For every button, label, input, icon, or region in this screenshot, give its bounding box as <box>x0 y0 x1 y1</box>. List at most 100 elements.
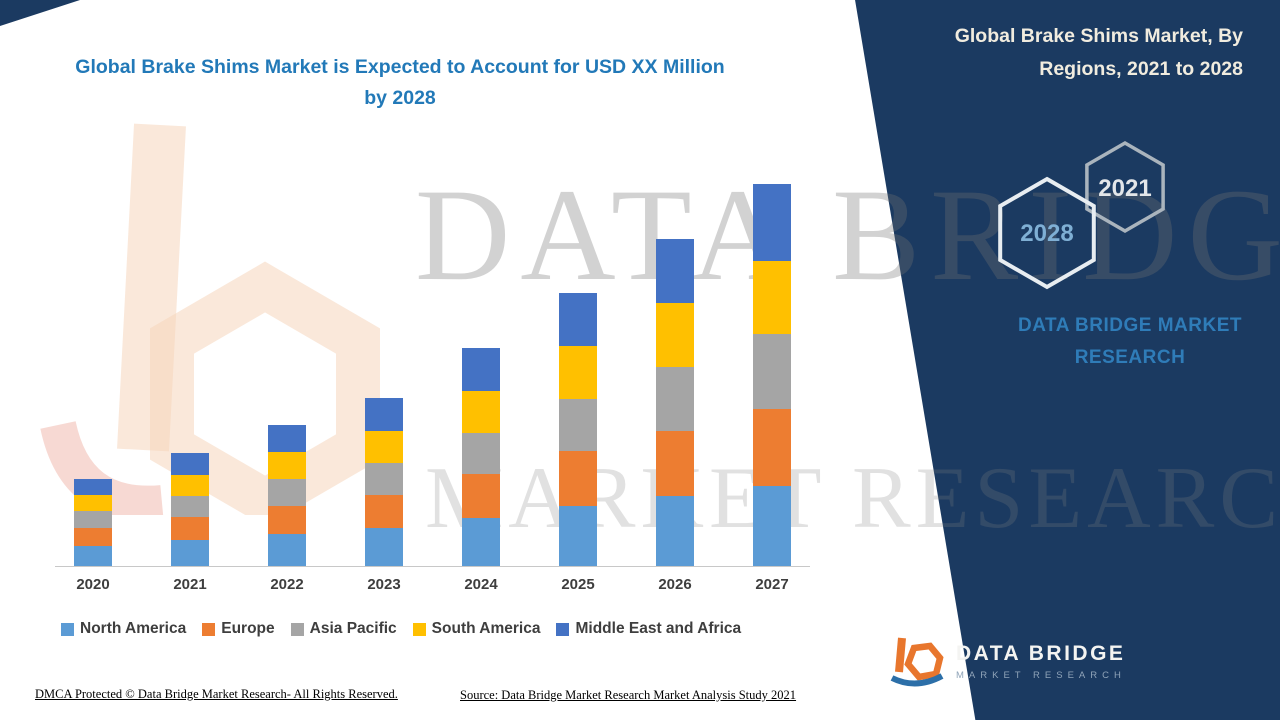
chart-main-title: Global Brake Shims Market is Expected to… <box>75 56 725 110</box>
x-axis-label-2025: 2025 <box>561 576 595 593</box>
hexagon-2021-label: 2021 <box>1098 175 1151 202</box>
year-hexagon-badges: 2021 2028 <box>998 140 1165 290</box>
bar-segment-2022 <box>268 506 306 534</box>
brand-wordmark-line1: DATA BRIDGE MARKET <box>1018 315 1242 336</box>
bar-segment-2023 <box>365 431 403 463</box>
bar-segment-2026 <box>656 367 694 431</box>
bar-segment-2021 <box>171 475 209 496</box>
bar-segment-2024 <box>462 348 500 391</box>
legend-label: South America <box>431 620 541 637</box>
bar-segment-2022 <box>268 425 306 452</box>
stacked-bar-2025 <box>559 293 597 566</box>
stacked-bar-2021 <box>171 453 209 566</box>
brand-wordmark: DATA BRIDGE MARKET RESEARCH <box>990 310 1270 375</box>
bar-segment-2022 <box>268 479 306 506</box>
legend-swatch <box>202 622 216 636</box>
source-note: Source: Data Bridge Market Research Mark… <box>460 688 797 702</box>
bar-column-2025 <box>554 293 602 566</box>
legend-item: Europe <box>202 620 275 638</box>
bar-segment-2027 <box>753 261 791 334</box>
bar-segment-2026 <box>656 496 694 566</box>
bar-segment-2020 <box>74 495 112 511</box>
dbmr-logo-lockup: DATA BRIDGE MARKET RESEARCH <box>888 634 1126 688</box>
legend-label: North America <box>80 620 187 637</box>
bar-plot-area <box>55 181 810 566</box>
legend-swatch <box>61 622 74 636</box>
bar-column-2020 <box>69 479 117 566</box>
bar-segment-2026 <box>656 431 694 496</box>
chart-legend: North America Europe Asia Pacific South Ame… <box>61 620 810 638</box>
stacked-bar-2026 <box>656 239 694 566</box>
panel-title-line2: Regions, 2021 to 2028 <box>1039 58 1243 81</box>
bar-segment-2020 <box>74 528 112 546</box>
bar-segment-2022 <box>268 534 306 566</box>
x-axis-label-2026: 2026 <box>658 576 692 593</box>
stacked-bar-2024 <box>462 348 500 566</box>
bar-segment-2023 <box>365 528 403 566</box>
bar-segment-2025 <box>559 346 597 399</box>
panel-title: Global Brake Shims Market, By Regions, 2… <box>883 20 1243 86</box>
bar-column-2026 <box>651 239 699 566</box>
bar-segment-2026 <box>656 303 694 367</box>
bar-segment-2025 <box>559 506 597 566</box>
bar-segment-2023 <box>365 463 403 495</box>
stacked-bar-2027 <box>753 184 791 566</box>
stacked-bar-chart: 2020 2021 2022 2023 2024 2025 2026 2027 North A… <box>55 181 810 638</box>
x-axis-label-2027: 2027 <box>755 576 789 593</box>
bar-segment-2024 <box>462 474 500 518</box>
bar-segment-2022 <box>268 452 306 479</box>
bar-segment-2025 <box>559 399 597 451</box>
bar-segment-2020 <box>74 546 112 566</box>
legend-label: Asia Pacific <box>309 620 397 637</box>
legend-item: Asia Pacific <box>290 620 397 638</box>
bar-column-2027 <box>748 184 796 566</box>
dbmr-logo-icon <box>890 637 944 687</box>
bar-segment-2021 <box>171 517 209 540</box>
x-axis-label-2020: 2020 <box>76 576 110 593</box>
panel-title-line1: Global Brake Shims Market, By <box>954 25 1243 47</box>
bar-column-2021 <box>166 453 214 566</box>
bar-segment-2021 <box>171 496 209 517</box>
bar-segment-2026 <box>656 239 694 303</box>
legend-item: North America <box>61 620 186 638</box>
bar-segment-2027 <box>753 184 791 261</box>
legend-label: Middle East and Africa <box>575 620 742 637</box>
stacked-bar-2023 <box>365 398 403 566</box>
legend-swatch <box>290 622 304 636</box>
bar-segment-2023 <box>365 495 403 528</box>
legend-swatch <box>412 622 426 636</box>
x-axis-label-2021: 2021 <box>173 576 207 593</box>
bar-column-2024 <box>457 348 505 566</box>
hexagon-2028-label: 2028 <box>1020 220 1073 247</box>
bar-segment-2023 <box>365 398 403 431</box>
dbmr-logo-title: DATA BRIDGE <box>956 641 1126 665</box>
bar-segment-2027 <box>753 409 791 486</box>
legend-item: Middle East and Africa <box>556 620 741 638</box>
brand-wordmark-line2: RESEARCH <box>1074 347 1186 369</box>
bar-segment-2027 <box>753 334 791 409</box>
corner-accent-triangle <box>0 0 80 26</box>
dbmr-logo-subtitle: MARKET RESEARCH <box>956 669 1126 681</box>
stacked-bar-2020 <box>74 479 112 566</box>
legend-label: Europe <box>221 620 275 637</box>
bar-segment-2021 <box>171 453 209 475</box>
bar-segment-2020 <box>74 479 112 495</box>
x-axis-labels: 2020 2021 2022 2023 2024 2025 2026 2027 <box>55 576 810 593</box>
dbmr-logo-text: DATA BRIDGE MARKET RESEARCH <box>956 642 1126 681</box>
x-axis-line <box>55 566 810 567</box>
bar-column-2023 <box>360 398 408 566</box>
dmca-notice: DMCA Protected © Data Bridge Market Rese… <box>35 687 398 701</box>
bar-segment-2025 <box>559 293 597 346</box>
bar-segment-2024 <box>462 433 500 474</box>
bar-column-2022 <box>263 425 311 566</box>
hexagon-2021-outline <box>1085 140 1165 234</box>
x-axis-label-2023: 2023 <box>367 576 401 593</box>
bar-segment-2021 <box>171 540 209 566</box>
bar-segment-2025 <box>559 451 597 506</box>
watermark-text-top: DATA BRIDGE <box>415 161 1280 308</box>
bar-segment-2024 <box>462 518 500 566</box>
legend-swatch <box>556 622 570 636</box>
hexagon-2028-outline <box>998 176 1096 290</box>
bar-segment-2027 <box>753 486 791 566</box>
